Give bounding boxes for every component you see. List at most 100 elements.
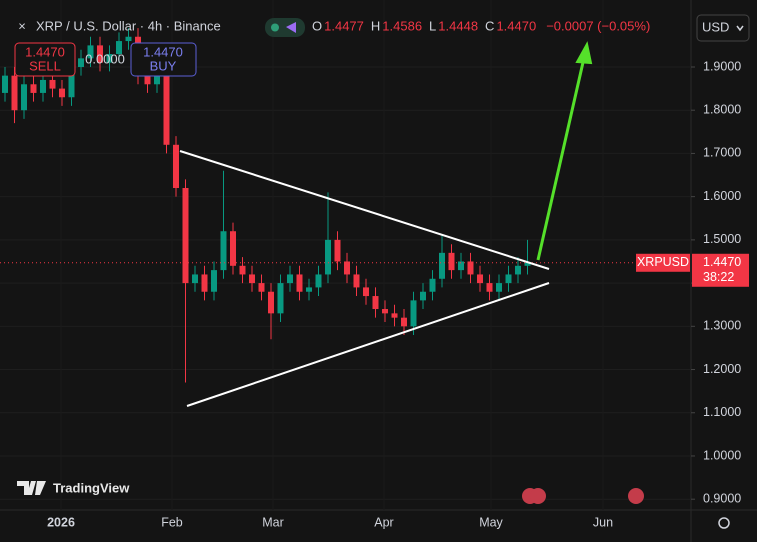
candle-body: [315, 274, 322, 288]
candle-body: [372, 296, 379, 310]
watermark: TradingView: [53, 480, 130, 495]
candle-body: [173, 144, 179, 189]
x-tick-label: Feb: [161, 515, 183, 529]
candle-body: [144, 75, 151, 85]
y-tick-label: 1.0000: [703, 448, 741, 462]
candle-body: [68, 66, 75, 98]
dropdown-caret: [736, 25, 744, 32]
ohlc-key: L: [429, 18, 436, 33]
candle-body: [49, 79, 56, 89]
y-tick-label: 1.5000: [703, 232, 741, 246]
currency-select[interactable]: [696, 14, 750, 42]
candle-body: [116, 41, 122, 55]
buy-button[interactable]: [130, 42, 197, 77]
y-tick-label: 0.9000: [703, 491, 741, 505]
candle-body: [106, 54, 113, 63]
candle-body: [87, 45, 94, 59]
candle-body: [515, 265, 521, 275]
candle-body: [486, 283, 493, 292]
y-tick-label: 1.8000: [703, 103, 741, 117]
candle-body: [59, 88, 65, 98]
sell-price: 1.4470: [25, 44, 65, 59]
sell-label: SELL: [29, 58, 61, 73]
symbol-label: XRPUSD: [637, 255, 689, 269]
candle-body: [458, 261, 464, 271]
candle-body: [239, 265, 246, 275]
candle-body: [40, 79, 46, 93]
sell-button[interactable]: [14, 42, 76, 77]
currency: USD: [702, 19, 729, 34]
candle-body: [363, 287, 369, 297]
symbol-tag: [636, 253, 690, 272]
buy-label: BUY: [150, 58, 177, 73]
candle-body: [334, 239, 341, 262]
candle-body: [163, 66, 170, 145]
candle-body: [420, 291, 426, 301]
candle-body: [11, 75, 18, 111]
ohlc-value: 1.4586: [382, 18, 422, 33]
candle-body: [21, 84, 27, 111]
candle-body: [448, 252, 455, 271]
y-tick-label: 1.7000: [703, 146, 741, 160]
candle-body: [391, 313, 398, 318]
settings-icon[interactable]: [718, 517, 730, 529]
candle-body: [382, 309, 388, 314]
y-tick-label: 1.9000: [703, 59, 741, 73]
candle-body: [230, 231, 236, 266]
y-tick-label: 1.3000: [703, 319, 741, 333]
candle-body: [268, 291, 274, 314]
y-tick-label: 1.6000: [703, 189, 741, 203]
ohlc-key: C: [485, 18, 494, 33]
candle-body: [344, 261, 350, 275]
logo-mark: [17, 481, 46, 495]
ohlc-value: 1.4477: [324, 18, 364, 33]
candle-body: [220, 231, 227, 271]
candle-body: [477, 274, 483, 284]
candle-body: [524, 262, 531, 266]
plot: [0, 28, 691, 383]
buy-price: 1.4470: [143, 44, 183, 59]
spread: 0.0000: [85, 51, 125, 66]
candle-body: [429, 278, 436, 292]
candle-body: [306, 287, 312, 292]
candle-body: [258, 283, 265, 292]
candle-body: [30, 84, 37, 93]
event-icon[interactable]: [628, 488, 644, 504]
candle-body: [192, 274, 198, 284]
candle-body: [125, 36, 132, 42]
candle-body: [211, 270, 217, 292]
trend-line: [179, 150, 550, 270]
arrow-shaft: [536, 57, 586, 261]
countdown: 38:22: [703, 270, 734, 284]
x-tick-label: May: [479, 515, 503, 529]
ohlc-value: 1.4470: [496, 18, 536, 33]
x-tick-label: Jun: [593, 515, 613, 529]
trend-line: [186, 282, 550, 407]
share-icon: [286, 22, 296, 33]
price-label: 1.4470: [703, 255, 741, 269]
candle-body: [2, 75, 8, 93]
candle-body: [505, 274, 512, 284]
close-icon[interactable]: ×: [18, 18, 26, 33]
candle-body: [325, 239, 331, 275]
candle-body: [277, 283, 284, 314]
candle-body: [353, 274, 360, 288]
candle-body: [201, 274, 208, 292]
ohlc-key: O: [312, 18, 322, 33]
event-icon[interactable]: [530, 488, 546, 504]
candle-body: [182, 188, 189, 284]
candle-body: [467, 261, 474, 275]
symbol-title: XRP / U.S. Dollar · 4h · Binance: [36, 18, 221, 33]
y-tick-label: 1.1000: [703, 405, 741, 419]
x-tick-label: Mar: [262, 515, 284, 529]
price-change: −0.0007 (−0.05%): [546, 18, 650, 33]
candle-body: [401, 317, 407, 327]
ohlc-key: H: [371, 18, 380, 33]
candle-body: [439, 252, 445, 279]
y-tick-label: 1.2000: [703, 362, 741, 376]
price-tag: [692, 253, 749, 287]
status-dot: [271, 23, 279, 32]
candle-body: [410, 300, 417, 327]
